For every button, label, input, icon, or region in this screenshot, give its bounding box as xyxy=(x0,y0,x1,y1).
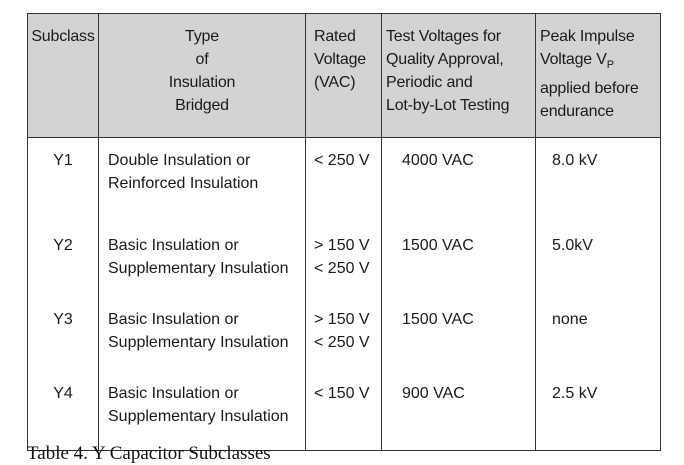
subclass-value: Y1 xyxy=(53,152,73,169)
rated-line: > 150 V xyxy=(314,311,370,328)
table-row: Y2 Basic Insulation or Supplementary Ins… xyxy=(27,234,661,308)
cell-test: 1500 VAC xyxy=(381,308,536,382)
test-value: 1500 VAC xyxy=(402,311,474,328)
type-line: Reinforced Insulation xyxy=(108,175,259,192)
test-value: 1500 VAC xyxy=(402,237,474,254)
header-peak-subscript: P xyxy=(606,59,614,71)
cell-peak: none xyxy=(535,308,661,382)
peak-value: none xyxy=(552,311,588,328)
y-capacitor-subclass-table: Subclass Type of Insulation Bridged Rate… xyxy=(27,13,661,451)
subclass-value: Y4 xyxy=(53,385,73,402)
type-line: Supplementary Insulation xyxy=(108,334,289,351)
test-value: 4000 VAC xyxy=(402,152,474,169)
header-peak-line: Peak Impulse xyxy=(540,28,635,45)
header-peak-voltage-label: Voltage V xyxy=(540,51,607,68)
header-type-line: Bridged xyxy=(175,97,229,114)
header-subclass: Subclass xyxy=(27,13,99,138)
cell-rated: < 250 V xyxy=(305,137,382,234)
header-peak-line: Voltage VP xyxy=(540,48,660,77)
type-line: Supplementary Insulation xyxy=(108,260,289,277)
header-subclass-text: Subclass xyxy=(31,28,95,45)
header-peak-line: applied before xyxy=(540,80,639,97)
header-type-line: of xyxy=(195,51,209,68)
cell-test: 1500 VAC xyxy=(381,234,536,308)
header-test-line: Lot-by-Lot Testing xyxy=(386,97,510,114)
cell-subclass: Y2 xyxy=(27,234,99,308)
table-row: Y1 Double Insulation or Reinforced Insul… xyxy=(27,137,661,234)
rated-line: > 150 V xyxy=(314,237,370,254)
cell-type: Basic Insulation or Supplementary Insula… xyxy=(98,234,306,308)
header-test-line: Test Voltages for xyxy=(386,28,501,45)
type-line: Basic Insulation or xyxy=(108,311,239,328)
cell-rated: < 150 V xyxy=(305,382,382,451)
type-line: Basic Insulation or xyxy=(108,237,239,254)
peak-value: 2.5 kV xyxy=(552,385,598,402)
header-row: Subclass Type of Insulation Bridged Rate… xyxy=(27,13,661,138)
rated-line: < 250 V xyxy=(314,334,370,351)
cell-rated: > 150 V < 250 V xyxy=(305,308,382,382)
cell-type: Double Insulation or Reinforced Insulati… xyxy=(98,137,306,234)
header-test-line: Periodic and xyxy=(386,74,473,91)
type-line: Basic Insulation or xyxy=(108,385,239,402)
table-row: Y3 Basic Insulation or Supplementary Ins… xyxy=(27,308,661,382)
header-rated-line: (VAC) xyxy=(314,74,356,91)
header-type: Type of Insulation Bridged xyxy=(98,13,306,138)
header-type-line: Type xyxy=(185,28,219,45)
cell-type: Basic Insulation or Supplementary Insula… xyxy=(98,308,306,382)
header-rated-voltage: Rated Voltage (VAC) xyxy=(305,13,382,138)
cell-peak: 5.0kV xyxy=(535,234,661,308)
cell-peak: 8.0 kV xyxy=(535,137,661,234)
cell-subclass: Y4 xyxy=(27,382,99,451)
peak-value: 5.0kV xyxy=(552,237,593,254)
table-row: Y4 Basic Insulation or Supplementary Ins… xyxy=(27,382,661,451)
header-rated-line: Rated xyxy=(314,28,356,45)
cell-test: 900 VAC xyxy=(381,382,536,451)
header-peak-line: endurance xyxy=(540,103,614,120)
type-line: Supplementary Insulation xyxy=(108,408,289,425)
header-test-line: Quality Approval, xyxy=(386,51,504,68)
header-rated-line: Voltage xyxy=(314,51,366,68)
peak-value: 8.0 kV xyxy=(552,152,598,169)
header-type-line: Insulation xyxy=(168,74,236,91)
header-peak-impulse: Peak Impulse Voltage VP applied before e… xyxy=(535,13,661,138)
rated-line: < 250 V xyxy=(314,152,370,169)
cell-type: Basic Insulation or Supplementary Insula… xyxy=(98,382,306,451)
cell-subclass: Y1 xyxy=(27,137,99,234)
cell-peak: 2.5 kV xyxy=(535,382,661,451)
rated-line: < 250 V xyxy=(314,260,370,277)
type-line: Double Insulation or xyxy=(108,152,251,169)
test-value: 900 VAC xyxy=(402,385,465,402)
cell-rated: > 150 V < 250 V xyxy=(305,234,382,308)
rated-line: < 150 V xyxy=(314,385,370,402)
subclass-value: Y2 xyxy=(53,237,73,254)
table-caption: Table 4. Y Capacitor Subclasses xyxy=(27,443,271,464)
header-test-voltages: Test Voltages for Quality Approval, Peri… xyxy=(381,13,536,138)
subclass-value: Y3 xyxy=(53,311,73,328)
cell-test: 4000 VAC xyxy=(381,137,536,234)
cell-subclass: Y3 xyxy=(27,308,99,382)
